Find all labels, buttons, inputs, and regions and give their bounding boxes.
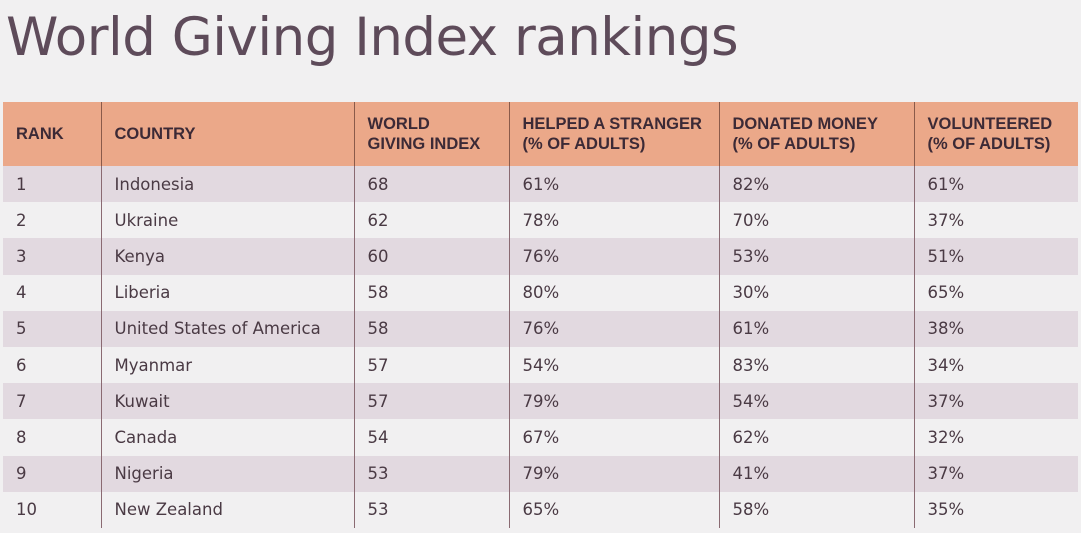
- cell-rank: 2: [3, 202, 102, 239]
- column-header-line: VOLUNTEERED: [927, 115, 1053, 133]
- cell-volunteered: 37%: [914, 383, 1078, 420]
- table-row: 5 United States of America 58 76% 61% 38%: [3, 310, 1078, 347]
- cell-donated-money: 53%: [719, 238, 915, 275]
- column-header-line: (% OF ADULTS): [927, 135, 1051, 153]
- column-header-line: COUNTRY: [114, 125, 196, 143]
- cell-helped-a-stranger: 61%: [509, 166, 720, 203]
- cell-helped-a-stranger: 79%: [509, 383, 720, 420]
- cell-world-giving-index: 58: [354, 274, 510, 311]
- cell-donated-money: 70%: [719, 202, 915, 239]
- table-row: 7 Kuwait 57 79% 54% 37%: [3, 383, 1078, 420]
- cell-rank: 4: [3, 274, 102, 311]
- column-header-line: (% OF ADULTS): [522, 135, 646, 153]
- column-header-helped-a-stranger: HELPED A STRANGER (% OF ADULTS): [509, 102, 720, 166]
- rankings-table-container: RANK COUNTRY WORLD GIVING INDEX HELPED A STR…: [3, 102, 1078, 528]
- cell-country: Liberia: [101, 274, 355, 311]
- cell-rank: 10: [3, 491, 102, 528]
- rankings-table: RANK COUNTRY WORLD GIVING INDEX HELPED A STR…: [3, 102, 1078, 528]
- cell-donated-money: 58%: [719, 491, 915, 528]
- column-header-line: RANK: [16, 125, 64, 143]
- cell-country: Kenya: [101, 238, 355, 275]
- cell-volunteered: 34%: [914, 346, 1078, 384]
- column-header-donated-money: DONATED MONEY (% OF ADULTS): [719, 102, 915, 166]
- cell-donated-money: 62%: [719, 419, 915, 456]
- cell-helped-a-stranger: 76%: [509, 310, 720, 347]
- cell-rank: 8: [3, 419, 102, 456]
- cell-helped-a-stranger: 54%: [509, 346, 720, 384]
- cell-world-giving-index: 57: [354, 383, 510, 420]
- cell-helped-a-stranger: 76%: [509, 238, 720, 275]
- cell-donated-money: 30%: [719, 274, 915, 311]
- cell-helped-a-stranger: 79%: [509, 455, 720, 492]
- table-row: 1 Indonesia 68 61% 82% 61%: [3, 166, 1078, 203]
- column-header-line: GIVING INDEX: [367, 135, 481, 153]
- table-row: 8 Canada 54 67% 62% 32%: [3, 419, 1078, 456]
- cell-world-giving-index: 53: [354, 491, 510, 528]
- cell-rank: 1: [3, 166, 102, 203]
- table-row: 3 Kenya 60 76% 53% 51%: [3, 238, 1078, 275]
- cell-volunteered: 32%: [914, 419, 1078, 456]
- header-row: RANK COUNTRY WORLD GIVING INDEX HELPED A STR…: [3, 102, 1078, 166]
- table-row: 9 Nigeria 53 79% 41% 37%: [3, 455, 1078, 492]
- column-header-volunteered: VOLUNTEERED (% OF ADULTS): [914, 102, 1078, 166]
- cell-donated-money: 54%: [719, 383, 915, 420]
- cell-country: New Zealand: [101, 491, 355, 528]
- table-header: RANK COUNTRY WORLD GIVING INDEX HELPED A STR…: [3, 102, 1078, 166]
- cell-helped-a-stranger: 65%: [509, 491, 720, 528]
- cell-donated-money: 61%: [719, 310, 915, 347]
- column-header-world-giving-index: WORLD GIVING INDEX: [354, 102, 510, 166]
- cell-world-giving-index: 58: [354, 310, 510, 347]
- cell-country: Myanmar: [101, 346, 355, 384]
- cell-donated-money: 82%: [719, 166, 915, 203]
- cell-rank: 5: [3, 310, 102, 347]
- table-body: 1 Indonesia 68 61% 82% 61% 2 Ukraine 62 78% 70% 37%…: [3, 166, 1078, 528]
- cell-world-giving-index: 54: [354, 419, 510, 456]
- cell-helped-a-stranger: 67%: [509, 419, 720, 456]
- table-row: 10 New Zealand 53 65% 58% 35%: [3, 491, 1078, 528]
- cell-volunteered: 65%: [914, 274, 1078, 311]
- cell-country: Kuwait: [101, 383, 355, 420]
- cell-world-giving-index: 60: [354, 238, 510, 275]
- page-title: World Giving Index rankings: [6, 7, 739, 68]
- cell-volunteered: 37%: [914, 202, 1078, 239]
- cell-world-giving-index: 68: [354, 166, 510, 203]
- cell-rank: 6: [3, 346, 102, 384]
- cell-donated-money: 83%: [719, 346, 915, 384]
- column-header-rank: RANK: [3, 102, 102, 166]
- column-header-line: DONATED MONEY: [732, 115, 878, 133]
- column-header-country: COUNTRY: [101, 102, 355, 166]
- cell-volunteered: 35%: [914, 491, 1078, 528]
- cell-helped-a-stranger: 78%: [509, 202, 720, 239]
- cell-world-giving-index: 57: [354, 346, 510, 384]
- cell-rank: 3: [3, 238, 102, 275]
- column-header-line: (% OF ADULTS): [732, 135, 856, 153]
- cell-volunteered: 51%: [914, 238, 1078, 275]
- cell-volunteered: 61%: [914, 166, 1078, 203]
- cell-volunteered: 38%: [914, 310, 1078, 347]
- table-row: 2 Ukraine 62 78% 70% 37%: [3, 202, 1078, 239]
- cell-world-giving-index: 53: [354, 455, 510, 492]
- column-header-line: WORLD: [367, 115, 430, 133]
- table-row: 4 Liberia 58 80% 30% 65%: [3, 274, 1078, 311]
- cell-rank: 9: [3, 455, 102, 492]
- column-header-line: HELPED A STRANGER: [522, 115, 702, 133]
- cell-volunteered: 37%: [914, 455, 1078, 492]
- cell-country: United States of America: [101, 310, 355, 347]
- cell-helped-a-stranger: 80%: [509, 274, 720, 311]
- cell-donated-money: 41%: [719, 455, 915, 492]
- cell-rank: 7: [3, 383, 102, 420]
- table-row: 6 Myanmar 57 54% 83% 34%: [3, 346, 1078, 384]
- cell-country: Nigeria: [101, 455, 355, 492]
- cell-country: Ukraine: [101, 202, 355, 239]
- cell-country: Indonesia: [101, 166, 355, 203]
- cell-world-giving-index: 62: [354, 202, 510, 239]
- cell-country: Canada: [101, 419, 355, 456]
